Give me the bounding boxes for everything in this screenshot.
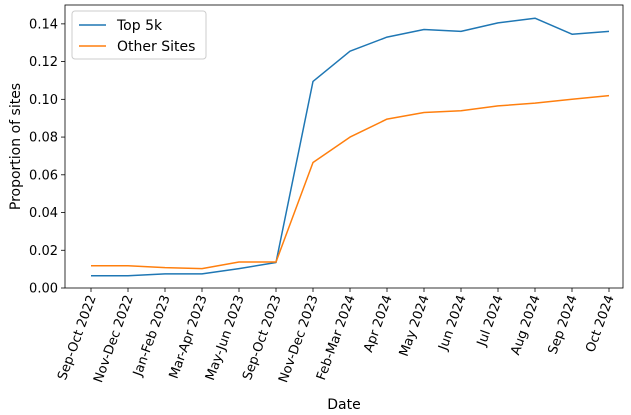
x-tick-label: Jun 2024 [436, 293, 470, 353]
x-tick-label: May-Jun 2023 [203, 293, 248, 382]
legend: Top 5k Other Sites [71, 10, 207, 60]
y-tick-label: 0.04 [29, 206, 58, 221]
x-tick-label: Sep 2024 [546, 293, 581, 356]
legend-box [71, 10, 207, 60]
x-tick-label: Aug 2024 [508, 293, 544, 357]
legend-label: Top 5k [116, 18, 163, 34]
y-axis-ticks: 0.00 0.02 0.04 0.06 0.08 0.10 0.12 0.14 [29, 17, 65, 297]
y-tick-label: 0.12 [29, 55, 58, 70]
x-tick-label: Jul 2024 [474, 293, 507, 349]
legend-label: Other Sites [117, 39, 195, 55]
x-axis-label: Date [327, 397, 360, 413]
x-tick-label: Jan-Feb 2023 [130, 293, 173, 379]
y-tick-label: 0.06 [29, 168, 58, 183]
x-tick-label: May 2024 [397, 293, 433, 358]
plot-area: 0.00 0.02 0.04 0.06 0.08 0.10 0.12 0.14 Sep-Oct… [29, 4, 624, 385]
series-lines [91, 17, 610, 277]
x-tick-label: Apr 2024 [361, 293, 396, 354]
x-tick-label: Mar-Apr 2023 [167, 293, 211, 381]
x-tick-label: Oct 2024 [583, 293, 618, 354]
x-tick-label: Nov-Dec 2022 [91, 293, 137, 385]
x-tick-label: Nov-Dec 2023 [276, 293, 322, 385]
x-tick-label: Sep-Oct 2023 [240, 293, 285, 382]
x-tick-label: Sep-Oct 2022 [55, 293, 100, 382]
y-tick-label: 0.14 [29, 17, 58, 32]
series-line-1 [91, 94, 610, 270]
y-tick-label: 0.00 [29, 282, 58, 297]
y-tick-label: 0.10 [29, 93, 58, 108]
x-tick-label: Feb-Mar 2024 [314, 293, 359, 382]
y-tick-label: 0.02 [29, 244, 58, 259]
y-axis-label: Proportion of sites [8, 83, 24, 210]
series-line-0 [91, 17, 610, 277]
plot-frame [64, 4, 624, 289]
y-tick-label: 0.08 [29, 131, 58, 146]
